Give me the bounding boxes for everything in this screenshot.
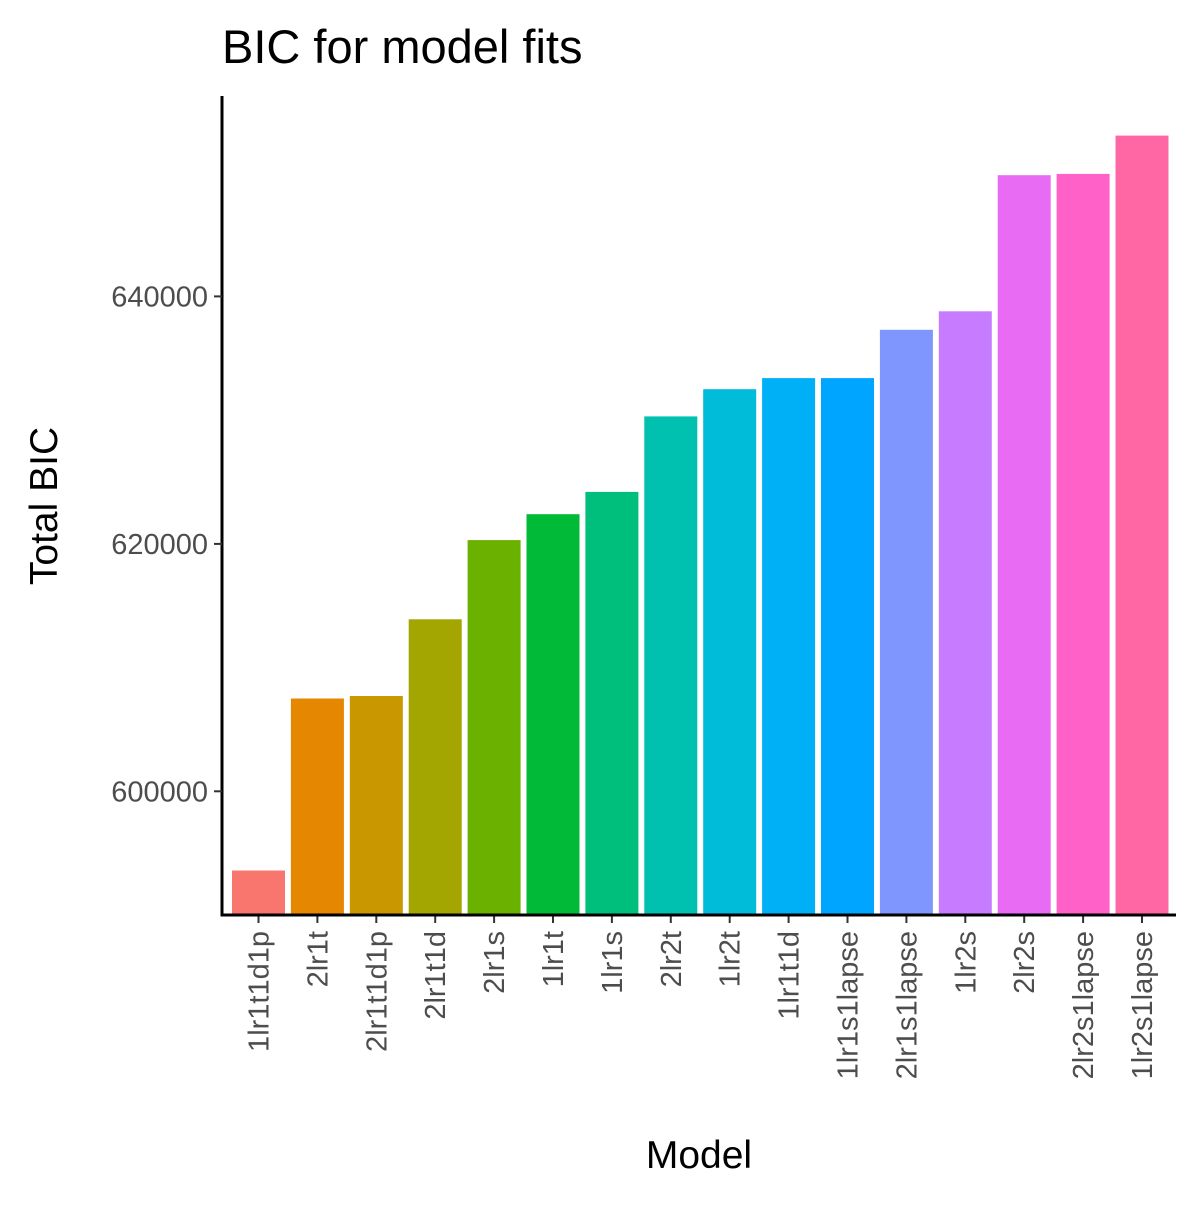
y-tick-label: 600000 xyxy=(111,776,208,808)
y-tick-label: 640000 xyxy=(111,281,208,313)
x-axis-title: Model xyxy=(646,1134,752,1177)
bar-1lr1s xyxy=(585,491,639,915)
bar-1lr2t xyxy=(703,389,757,915)
bar-1lr1t1d1p xyxy=(232,870,285,915)
x-tick-label: 2lr2t xyxy=(656,931,688,987)
x-tick-label: 2lr2s1lapse xyxy=(1068,931,1100,1079)
x-tick-label: 1lr1s1lapse xyxy=(833,931,865,1079)
x-tick-label: 1lr1s xyxy=(597,931,629,994)
x-tick-label: 2lr2s xyxy=(1009,931,1041,994)
bar-2lr1t xyxy=(290,698,344,915)
x-tick-label: 2lr1s xyxy=(479,931,511,994)
x-tick-label: 1lr2s xyxy=(950,931,982,994)
bar-1lr2s1lapse xyxy=(1115,135,1169,916)
bar-2lr1s xyxy=(467,540,521,915)
bars-layer xyxy=(232,135,1169,916)
bar-2lr2s1lapse xyxy=(1056,173,1110,915)
bar-1lr2s xyxy=(938,311,992,915)
bar-2lr1t1d xyxy=(408,619,462,915)
x-tick-label: 1lr1t xyxy=(538,931,570,987)
x-tick-label: 1lr2s1lapse xyxy=(1127,931,1159,1079)
bar-2lr1s1lapse xyxy=(879,329,933,915)
x-tick-label: 1lr1t1d xyxy=(774,931,806,1020)
x-tick-label: 2lr1t1d xyxy=(420,931,452,1020)
bar-1lr1s1lapse xyxy=(821,378,874,916)
x-tick-label: 1lr1t1d1p xyxy=(244,931,276,1052)
x-axis: 1lr1t1d1p 2lr1t 2lr1t1d1p 2lr1t1d 2lr1s 1lr1t… xyxy=(222,913,1176,1079)
y-axis: 600000 620000 640000 xyxy=(111,96,224,917)
y-axis-title: Total BIC xyxy=(23,427,66,585)
x-tick-label: 1lr2t xyxy=(715,931,747,987)
x-tick-label: 2lr1t1d1p xyxy=(361,931,393,1052)
x-tick-label: 2lr1t xyxy=(302,931,334,987)
bar-1lr1t1d xyxy=(762,378,816,916)
y-tick-label: 620000 xyxy=(111,529,208,561)
chart-title: BIC for model fits xyxy=(222,20,582,73)
bar-2lr1t1d1p xyxy=(349,696,403,915)
x-tick-label: 2lr1s1lapse xyxy=(891,931,923,1079)
bar-2lr2s xyxy=(997,175,1051,915)
bar-1lr1t xyxy=(526,514,580,915)
bar-2lr2t xyxy=(644,416,698,915)
